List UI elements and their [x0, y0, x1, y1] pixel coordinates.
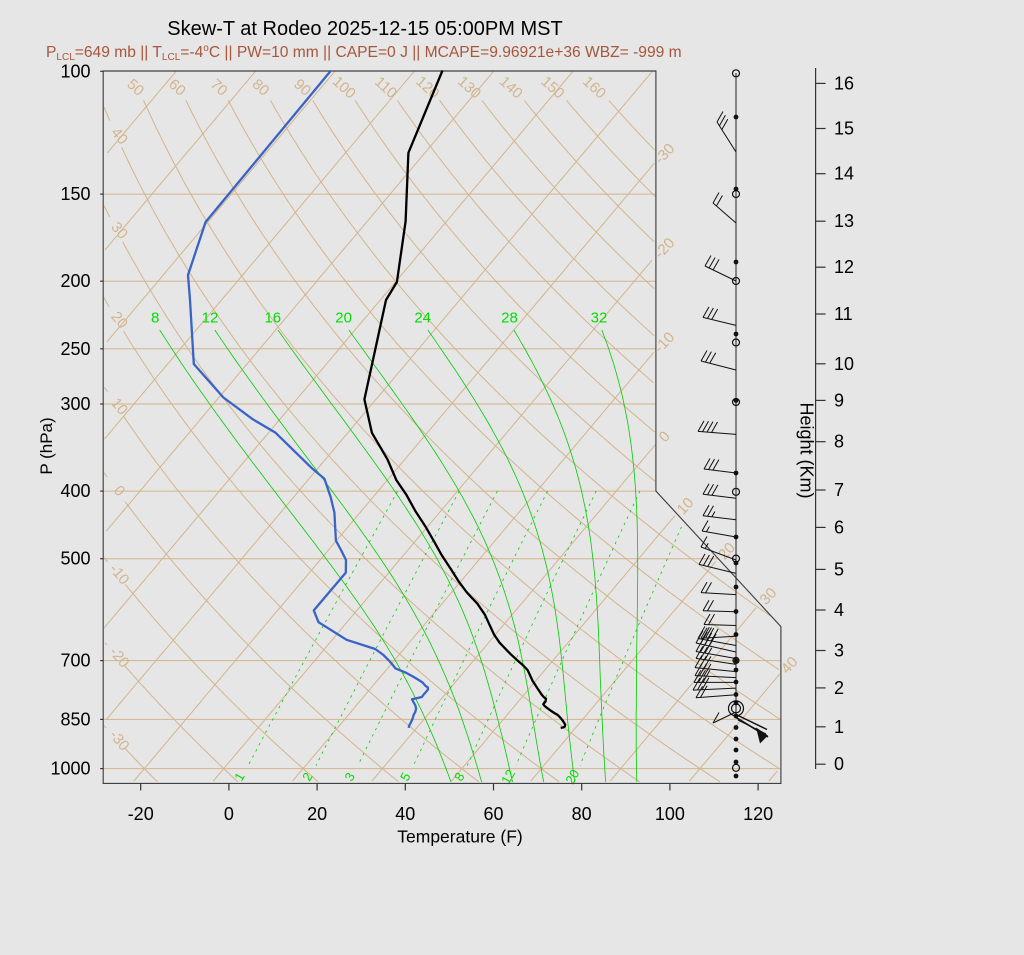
svg-text:1: 1 [231, 770, 248, 784]
svg-text:15: 15 [834, 119, 854, 139]
svg-text:5: 5 [397, 770, 414, 784]
svg-text:8: 8 [834, 432, 844, 452]
svg-text:20: 20 [107, 308, 131, 332]
svg-text:-20: -20 [106, 644, 133, 672]
svg-text:-20: -20 [651, 235, 678, 262]
svg-text:10: 10 [107, 395, 131, 419]
svg-text:200: 200 [60, 271, 90, 291]
svg-text:12: 12 [498, 767, 518, 787]
svg-text:140: 140 [496, 73, 526, 102]
svg-text:9: 9 [834, 390, 844, 410]
svg-text:700: 700 [60, 651, 90, 671]
svg-text:130: 130 [454, 73, 484, 102]
svg-text:-20: -20 [128, 804, 154, 824]
svg-text:120: 120 [412, 73, 442, 102]
svg-text:0: 0 [656, 428, 674, 446]
svg-text:5: 5 [834, 559, 844, 579]
svg-text:150: 150 [538, 73, 568, 102]
svg-text:20: 20 [307, 804, 327, 824]
svg-text:10: 10 [834, 354, 854, 374]
svg-text:60: 60 [483, 804, 503, 824]
svg-text:1000: 1000 [50, 759, 90, 779]
svg-text:Skew-T at Rodeo 2025-12-15 05:: Skew-T at Rodeo 2025-12-15 05:00PM MST [167, 18, 562, 40]
svg-text:3: 3 [834, 641, 844, 661]
svg-text:14: 14 [834, 164, 854, 184]
svg-text:500: 500 [60, 549, 90, 569]
svg-text:0: 0 [224, 804, 234, 824]
svg-text:100: 100 [655, 804, 685, 824]
svg-text:50: 50 [123, 76, 147, 100]
svg-text:100: 100 [329, 73, 359, 102]
svg-text:30: 30 [107, 219, 131, 243]
svg-text:11: 11 [834, 304, 853, 324]
svg-text:80: 80 [572, 804, 592, 824]
svg-text:16: 16 [264, 310, 281, 327]
svg-text:0: 0 [110, 482, 128, 499]
svg-text:-30: -30 [651, 140, 678, 167]
svg-text:400: 400 [60, 481, 90, 501]
svg-text:0: 0 [834, 754, 844, 774]
svg-text:250: 250 [60, 339, 90, 359]
svg-text:-10: -10 [106, 561, 133, 589]
svg-text:-30: -30 [106, 727, 133, 755]
svg-text:1: 1 [834, 717, 844, 737]
svg-text:150: 150 [60, 184, 90, 204]
svg-text:Height (Km): Height (Km) [797, 402, 817, 498]
svg-text:32: 32 [591, 310, 608, 327]
svg-text:8: 8 [151, 310, 159, 327]
svg-text:12: 12 [834, 257, 854, 277]
svg-text:7: 7 [834, 480, 844, 500]
svg-text:13: 13 [834, 211, 854, 231]
svg-text:P (hPa): P (hPa) [37, 417, 56, 474]
svg-text:300: 300 [60, 394, 90, 414]
svg-text:28: 28 [501, 310, 518, 327]
svg-text:160: 160 [579, 73, 609, 102]
svg-text:40: 40 [395, 804, 415, 824]
svg-text:100: 100 [60, 61, 90, 81]
svg-text:24: 24 [414, 310, 431, 327]
svg-text:PLCL=649 mb || TLCL=-4oC || PW: PLCL=649 mb || TLCL=-4oC || PW=10 mm || … [46, 43, 682, 63]
svg-text:70: 70 [207, 76, 231, 100]
svg-text:2: 2 [834, 678, 844, 698]
svg-text:850: 850 [60, 709, 90, 729]
svg-text:3: 3 [341, 770, 358, 784]
svg-text:Temperature (F): Temperature (F) [397, 827, 522, 847]
svg-text:80: 80 [249, 76, 273, 100]
svg-text:40: 40 [107, 124, 131, 148]
svg-text:6: 6 [834, 517, 844, 537]
svg-text:110: 110 [371, 73, 400, 102]
svg-text:20: 20 [335, 310, 352, 327]
svg-text:12: 12 [202, 310, 219, 327]
svg-text:4: 4 [834, 600, 844, 620]
svg-text:120: 120 [743, 804, 773, 824]
svg-text:16: 16 [834, 73, 854, 93]
svg-text:20: 20 [562, 767, 582, 787]
svg-text:-10: -10 [651, 329, 678, 356]
